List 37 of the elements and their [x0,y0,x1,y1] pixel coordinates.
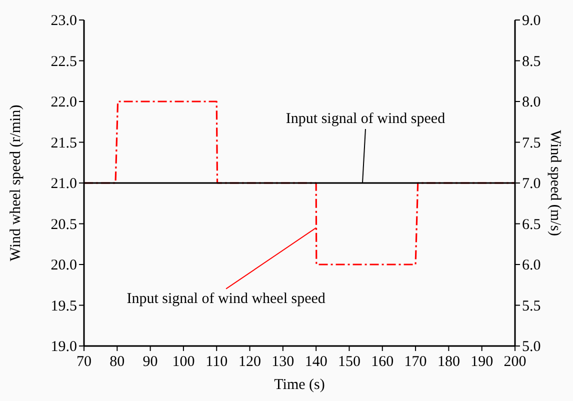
y-tick-label: 23.0 [50,13,77,29]
x-tick-label: 110 [206,354,228,370]
y2-tick-label: 9.0 [522,13,541,29]
y2-tick-label: 5.5 [522,298,541,314]
x-axis-title: Time (s) [274,377,325,393]
annotation: Input signal of wind speed [286,111,446,127]
y-tick-label: 22.0 [50,94,77,110]
y2-axis-title: Wind speed (m/s) [547,130,563,236]
x-tick-label: 120 [238,354,262,370]
x-tick-label: 170 [404,354,427,370]
y2-tick-label: 8.0 [522,94,541,110]
annotation: Input signal of wind wheel speed [126,290,326,307]
x-tick-label: 190 [470,354,494,370]
x-tick-label: 80 [110,354,125,370]
x-tick-label: 160 [371,354,394,370]
x-tick-label: 140 [304,354,328,370]
x-tick-label: 180 [437,354,460,370]
x-tick-label: 130 [272,354,294,370]
x-tick-label: 150 [338,354,360,370]
y2-tick-label: 7.0 [522,176,541,192]
y-tick-label: 20.5 [50,216,77,233]
y2-tick-label: 7.5 [522,135,541,152]
y-tick-label: 22.5 [50,54,77,70]
y-tick-label: 20.0 [50,258,77,274]
y-tick-label: 19.0 [50,339,77,355]
y-axis-title: Wind wheel speed (r/min) [8,104,24,262]
y-tick-label: 21.5 [50,135,77,152]
y-tick-label: 19.5 [50,298,77,314]
y2-tick-label: 5.0 [522,339,541,355]
y2-tick-label: 6.0 [522,258,541,274]
y2-tick-label: 8.5 [522,54,541,70]
x-tick-label: 200 [504,354,526,370]
x-tick-label: 100 [172,354,195,370]
y-tick-label: 21.0 [50,176,77,192]
x-tick-label: 90 [142,354,158,370]
x-tick-label: 70 [76,354,92,370]
y2-tick-label: 6.5 [522,216,541,233]
